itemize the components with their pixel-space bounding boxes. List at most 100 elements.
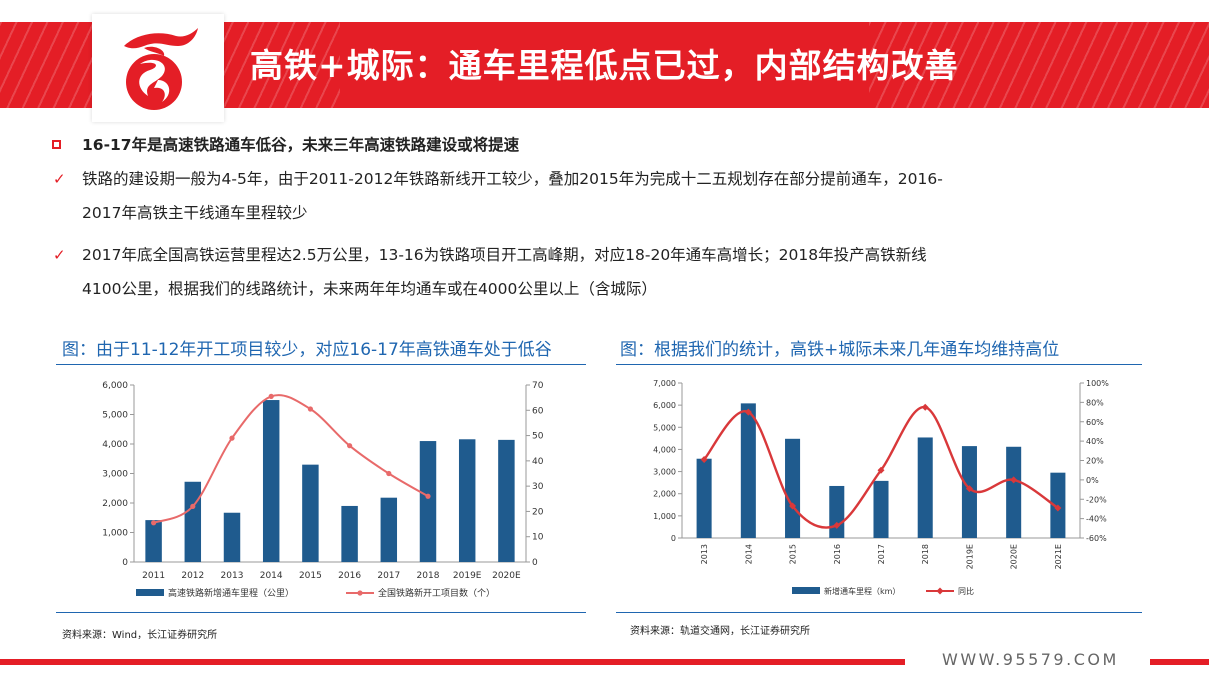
- bar: [873, 480, 889, 538]
- line-point: [700, 456, 708, 464]
- line-point: [921, 403, 929, 411]
- legend-line-marker: [357, 590, 363, 596]
- x-tick-label: 2020E: [1010, 544, 1019, 569]
- company-logo: [92, 14, 224, 122]
- bar: [740, 403, 756, 538]
- line-point: [229, 435, 235, 441]
- square-bullet-icon: [52, 140, 61, 149]
- x-tick-label: 2019E: [453, 571, 482, 581]
- right-tick-label: 70: [532, 381, 544, 391]
- page-title: 高铁+城际：通车里程低点已过，内部结构改善: [250, 46, 959, 85]
- left-tick-label: 0: [122, 558, 128, 568]
- x-tick-label: 2013: [700, 544, 709, 564]
- bar: [498, 439, 515, 562]
- line-point: [1054, 504, 1062, 512]
- right-chart-caption: 图：根据我们的统计，高铁+城际未来几年通车均维持高位: [620, 340, 1060, 360]
- line-point: [347, 443, 353, 449]
- left-tick-label: 5,000: [102, 411, 128, 421]
- left-tick-label: 5,000: [653, 423, 676, 432]
- bullet-item-2-line-1: 2017年底全国高铁运营里程达2.5万公里，13-16为铁路项目开工高峰期，对应…: [82, 246, 927, 264]
- right-caption-rule: [616, 364, 1142, 365]
- bar: [785, 438, 801, 538]
- footer-bar-right: [1150, 659, 1209, 665]
- right-tick-label: 40: [532, 457, 544, 467]
- legend-bar-swatch: [136, 589, 164, 596]
- bar: [419, 441, 437, 562]
- left-tick-label: 4,000: [102, 440, 128, 450]
- right-tick-label: -60%: [1086, 534, 1107, 543]
- left-chart-caption: 图：由于11-12年开工项目较少，对应16-17年高铁通车处于低谷: [62, 340, 552, 360]
- right-tick-label: 60: [532, 406, 544, 416]
- legend-bar-swatch: [792, 587, 820, 594]
- left-tick-label: 6,000: [102, 381, 128, 391]
- x-tick-label: 2018: [921, 544, 930, 564]
- x-tick-label: 2012: [181, 571, 204, 581]
- left-tick-label: 6,000: [653, 401, 676, 410]
- x-tick-label: 2020E: [492, 571, 521, 581]
- line-point: [833, 521, 841, 529]
- x-tick-label: 2015: [789, 544, 798, 564]
- bar: [917, 437, 933, 538]
- right-tick-label: 10: [532, 533, 544, 543]
- right-tick-label: 20: [532, 507, 544, 517]
- line-point: [268, 393, 274, 399]
- footer-bar-left: [0, 659, 905, 665]
- left-tick-label: 0: [671, 534, 676, 543]
- check-icon: ✓: [53, 246, 66, 264]
- right-tick-label: 100%: [1086, 379, 1109, 388]
- bar: [1006, 446, 1022, 538]
- left-tick-label: 1,000: [653, 512, 676, 521]
- x-tick-label: 2019E: [965, 544, 974, 569]
- x-tick-label: 2014: [260, 571, 283, 581]
- legend-line-label: 同比: [958, 586, 974, 596]
- bar: [829, 485, 845, 538]
- right-tick-label: 0: [532, 558, 538, 568]
- legend-bar-label: 新增通车里程（km）: [824, 586, 900, 596]
- right-tick-label: -40%: [1086, 515, 1107, 524]
- bar: [380, 497, 398, 562]
- line-point: [744, 408, 752, 416]
- footer-url[interactable]: WWW.95579.COM: [942, 650, 1119, 669]
- bullet-item-2-line-2: 4100公里，根据我们的线路统计，未来两年年均通车或在4000公里以上（含城际）: [82, 280, 657, 298]
- header-decoration-right: [869, 22, 1209, 108]
- bar: [341, 505, 358, 562]
- left-tick-label: 7,000: [653, 379, 676, 388]
- bullet-item-1-line-2: 2017年高铁主干线通车里程较少: [82, 204, 308, 222]
- series-line: [153, 394, 429, 524]
- left-caption-rule: [56, 364, 586, 365]
- x-tick-label: 2021E: [1054, 544, 1063, 569]
- x-tick-label: 2018: [417, 571, 440, 581]
- line-point: [789, 502, 797, 510]
- line-point: [151, 520, 157, 526]
- right-tick-label: 40%: [1086, 437, 1104, 446]
- line-point: [965, 485, 973, 493]
- bullet-item-1-line-1: 铁路的建设期一般为4-5年，由于2011-2012年铁路新线开工较少，叠加201…: [82, 170, 943, 188]
- x-tick-label: 2013: [221, 571, 244, 581]
- right-tick-label: 30: [532, 482, 544, 492]
- x-tick-label: 2017: [377, 571, 400, 581]
- bar: [262, 400, 280, 562]
- bullet-heading-text: 16-17年是高速铁路通车低谷，未来三年高速铁路建设或将提速: [82, 136, 520, 154]
- right-tick-label: 80%: [1086, 398, 1104, 407]
- legend-line-label: 全国铁路新开工项目数（个）: [378, 587, 495, 599]
- right-chart: 0 1,000 2,000 3,000 4,000 5,000 6,000 7,000 -60%…: [653, 379, 1109, 596]
- right-chart-bottom-rule: [616, 612, 1142, 613]
- left-tick-label: 4,000: [653, 445, 676, 454]
- legend-bar-label: 高速铁路新增通车里程（公里）: [168, 587, 294, 599]
- line-point: [425, 493, 431, 499]
- line-point: [1010, 476, 1018, 484]
- line-point: [307, 406, 313, 412]
- left-tick-label: 3,000: [102, 470, 128, 480]
- left-tick-label: 1,000: [102, 529, 128, 539]
- left-tick-label: 2,000: [653, 490, 676, 499]
- right-tick-label: 60%: [1086, 418, 1104, 427]
- x-tick-label: 2011: [142, 571, 165, 581]
- bar: [145, 520, 162, 562]
- line-point: [190, 503, 196, 509]
- right-source-note: 资料来源：轨道交通网，长江证券研究所: [630, 626, 810, 637]
- x-tick-label: 2016: [833, 544, 842, 564]
- x-tick-label: 2017: [877, 544, 886, 564]
- left-tick-label: 3,000: [653, 468, 676, 477]
- bar: [458, 439, 476, 562]
- x-tick-label: 2016: [338, 571, 361, 581]
